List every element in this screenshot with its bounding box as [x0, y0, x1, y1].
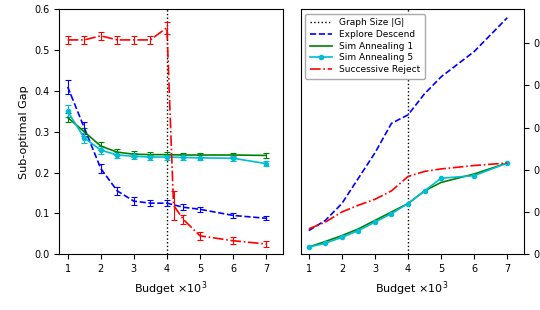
Legend: Graph Size |G|, Explore Descend, Sim Annealing 1, Sim Annealing 5, Successive Re: Graph Size |G|, Explore Descend, Sim Ann…	[305, 14, 425, 79]
X-axis label: Budget $\times 10^3$: Budget $\times 10^3$	[134, 280, 208, 298]
X-axis label: Budget $\times 10^3$: Budget $\times 10^3$	[375, 280, 449, 298]
Y-axis label: Sub-optimal Gap: Sub-optimal Gap	[19, 85, 29, 179]
